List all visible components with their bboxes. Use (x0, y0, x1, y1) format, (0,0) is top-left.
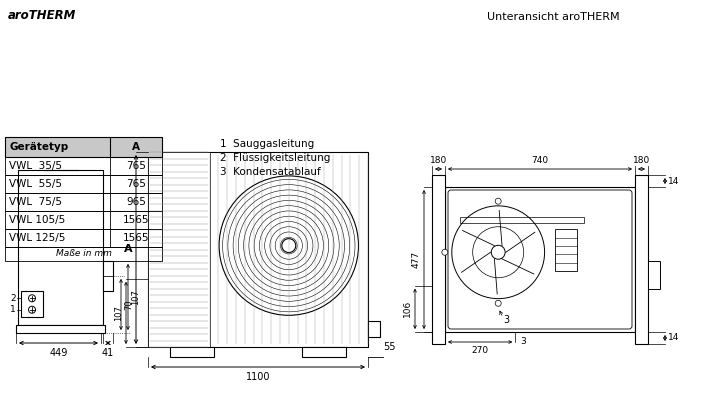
Text: 106: 106 (403, 300, 412, 317)
Bar (368, 321, 380, 337)
Text: 3  Kondensatablauf: 3 Kondensatablauf (220, 167, 320, 177)
Text: 3: 3 (520, 337, 526, 346)
Text: 1565: 1565 (122, 233, 150, 243)
Text: 1100: 1100 (246, 372, 271, 382)
Text: A: A (132, 142, 140, 152)
Bar (648, 260, 660, 289)
Circle shape (442, 249, 448, 255)
Text: Unteransicht aroTHERM: Unteransicht aroTHERM (487, 12, 619, 22)
Text: Gerätetyp: Gerätetyp (9, 142, 68, 152)
Text: VWL  55/5: VWL 55/5 (9, 179, 62, 189)
Bar (5, 175, 162, 193)
Bar (170, 347, 214, 357)
Bar (302, 347, 346, 357)
Text: VWL  35/5: VWL 35/5 (9, 161, 62, 171)
Text: aroTHERM: aroTHERM (8, 9, 76, 22)
Text: 180: 180 (430, 156, 447, 165)
Text: 765: 765 (126, 179, 146, 189)
Bar (18, 170, 103, 325)
Bar (5, 137, 162, 157)
Bar (5, 247, 162, 261)
Text: 70: 70 (124, 299, 133, 310)
Bar (432, 175, 445, 344)
Text: 477: 477 (412, 251, 421, 268)
Bar (5, 157, 162, 175)
Bar (16, 325, 105, 333)
Bar (148, 152, 209, 347)
Text: VWL 105/5: VWL 105/5 (9, 215, 66, 225)
Circle shape (282, 239, 295, 253)
Text: VWL 125/5: VWL 125/5 (9, 233, 66, 243)
Text: 270: 270 (471, 346, 488, 355)
Text: 740: 740 (531, 156, 548, 165)
Bar (5, 229, 162, 247)
Text: 55: 55 (383, 342, 395, 352)
Bar (103, 261, 113, 291)
Circle shape (496, 198, 501, 204)
Text: 180: 180 (633, 156, 650, 165)
Text: 41: 41 (102, 348, 114, 358)
Circle shape (491, 245, 505, 259)
Bar (445, 187, 635, 332)
Text: 107: 107 (131, 289, 140, 305)
Bar (148, 152, 368, 347)
Text: 3: 3 (503, 315, 509, 325)
Text: 14: 14 (668, 333, 679, 343)
Bar (635, 175, 648, 344)
Bar (5, 193, 162, 211)
Circle shape (219, 176, 359, 315)
Text: 14: 14 (668, 177, 679, 186)
Circle shape (452, 206, 545, 299)
Text: 107: 107 (114, 305, 123, 321)
Bar (5, 211, 162, 229)
Text: 765: 765 (126, 161, 146, 171)
Bar (21, 291, 43, 317)
Text: 1  Sauggasleitung: 1 Sauggasleitung (220, 139, 314, 149)
Text: VWL  75/5: VWL 75/5 (9, 197, 62, 207)
Bar (555, 229, 577, 271)
Circle shape (28, 295, 36, 302)
Text: 2  Flüssigkeitsleitung: 2 Flüssigkeitsleitung (220, 153, 330, 163)
Text: 1565: 1565 (122, 215, 150, 225)
Text: 449: 449 (49, 348, 68, 358)
Circle shape (496, 300, 501, 306)
Circle shape (28, 306, 36, 313)
Text: 1: 1 (10, 305, 16, 314)
Text: 965: 965 (126, 197, 146, 207)
Text: Maße in mm: Maße in mm (56, 249, 112, 258)
Text: A: A (125, 245, 133, 254)
Bar (460, 217, 584, 223)
Text: 2: 2 (11, 294, 16, 303)
